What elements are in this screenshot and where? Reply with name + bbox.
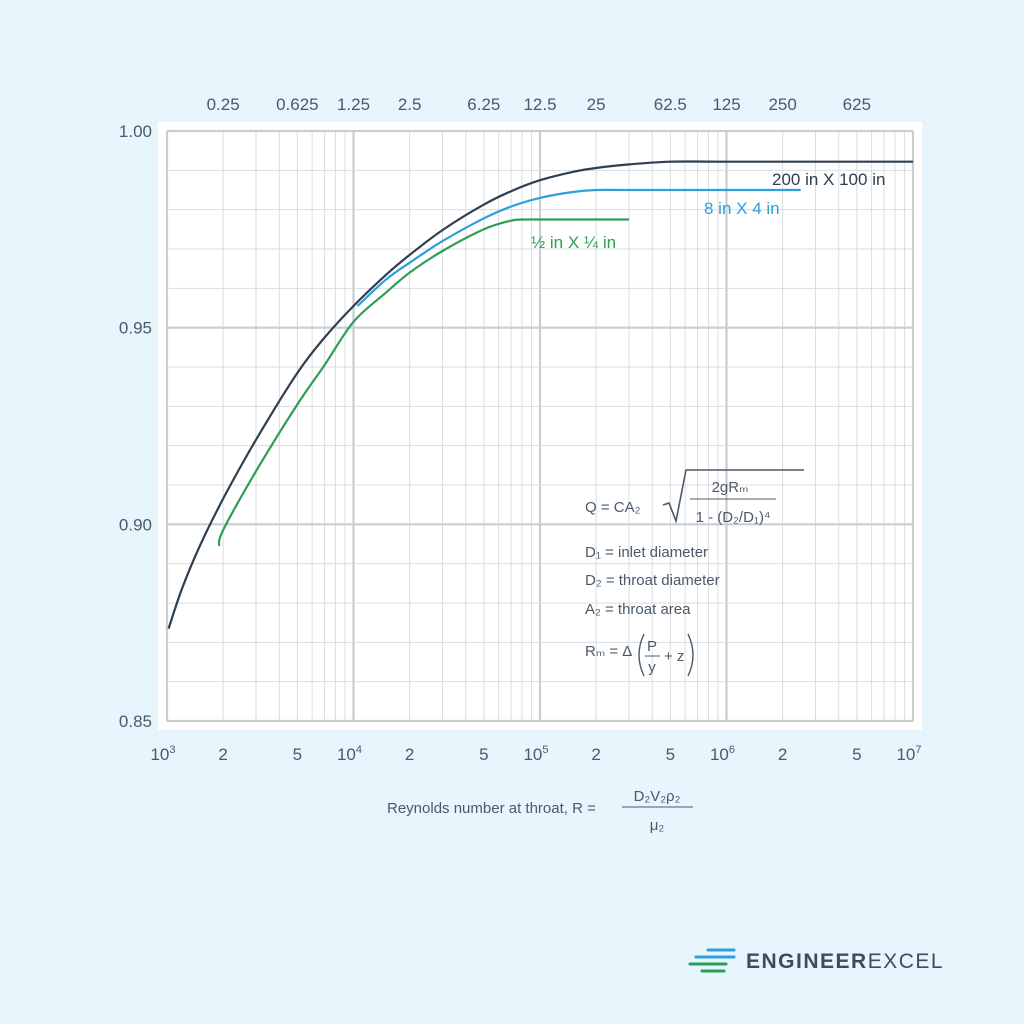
x-tick-label-8: 5 xyxy=(666,745,675,764)
x-tick-label-7: 2 xyxy=(591,745,600,764)
series-label-8in: 8 in X 4 in xyxy=(704,199,780,218)
x-tick-label-3: 104 xyxy=(337,744,362,764)
equation-block: Q = CA₂ 2gRₘ 1 - (D₂/D₁)⁴ D₁ = inlet dia… xyxy=(585,469,804,677)
eq-rm-left-paren xyxy=(638,633,645,677)
x-axis-label-numerator: D₂V₂ρ₂ xyxy=(634,788,681,805)
eq-q-numerator: 2gRₘ xyxy=(712,479,749,496)
eq-rm-right-paren xyxy=(687,633,694,677)
logo-lines-icon xyxy=(688,948,736,973)
y-tick-label-2: 0.90 xyxy=(119,515,152,534)
x-axis-label-text: Reynolds number at throat, R = xyxy=(387,800,596,817)
top-tick-label-10: 625 xyxy=(843,95,871,114)
x-tick-label-12: 107 xyxy=(896,744,921,764)
x-tick-label-0: 103 xyxy=(150,744,175,764)
eq-d1: D₁ = inlet diameter xyxy=(585,544,708,561)
top-tick-label-0: 0.25 xyxy=(207,95,240,114)
top-tick-label-6: 25 xyxy=(587,95,606,114)
x-tick-labels: 103 2 5 104 2 5 105 2 5 106 2 5 107 xyxy=(150,744,921,764)
x-tick-label-9: 106 xyxy=(710,744,735,764)
top-tick-labels: 0.25 0.625 1.25 2.5 6.25 12.5 25 62.5 125 250 625 xyxy=(207,95,871,114)
top-tick-label-8: 125 xyxy=(712,95,740,114)
eq-q: Q = CA₂ xyxy=(585,499,641,516)
eq-q-denominator: 1 - (D₂/D₁)⁴ xyxy=(696,509,771,526)
x-axis-label-denominator: μ₂ xyxy=(650,817,665,834)
series-line-1 xyxy=(356,188,801,307)
sqrt-symbol xyxy=(662,469,804,524)
y-tick-label-3: 0.85 xyxy=(119,712,152,731)
top-tick-label-4: 6.25 xyxy=(467,95,500,114)
x-tick-label-6: 105 xyxy=(523,744,548,764)
x-tick-label-5: 5 xyxy=(479,745,488,764)
eq-d2: D₂ = throat diameter xyxy=(585,572,720,589)
x-tick-label-4: 2 xyxy=(405,745,414,764)
series-label-half-in: ½ in X ¼ in xyxy=(531,233,616,252)
eq-rm-tail: + z xyxy=(664,648,684,665)
series-line-0 xyxy=(167,160,913,629)
top-tick-label-9: 250 xyxy=(768,95,796,114)
logo-text-bold: ENGINEER xyxy=(746,950,868,973)
y-tick-label-1: 0.95 xyxy=(119,319,152,338)
eq-rm-denominator: y xyxy=(648,659,656,676)
y-tick-label-0: 1.00 xyxy=(119,122,152,141)
series-lines xyxy=(167,160,913,629)
top-tick-label-1: 0.625 xyxy=(276,95,319,114)
x-tick-label-11: 5 xyxy=(852,745,861,764)
series-line-2 xyxy=(217,218,629,547)
logo-text-regular: EXCEL xyxy=(867,950,945,973)
eq-rm-numerator: P xyxy=(647,638,657,655)
top-tick-label-3: 2.5 xyxy=(398,95,422,114)
top-tick-label-5: 12.5 xyxy=(523,95,556,114)
y-tick-labels: 1.00 0.95 0.90 0.85 xyxy=(119,122,152,731)
top-tick-label-2: 1.25 xyxy=(337,95,370,114)
eq-rm: Rₘ = Δ xyxy=(585,643,632,660)
x-tick-label-1: 2 xyxy=(218,745,227,764)
x-tick-label-2: 5 xyxy=(293,745,302,764)
grid xyxy=(165,129,915,723)
x-axis-label: Reynolds number at throat, R = D₂V₂ρ₂ μ₂ xyxy=(387,788,693,834)
logo-text: ENGINEEREXCEL xyxy=(746,950,944,974)
engineerexcel-logo: ENGINEEREXCEL xyxy=(688,944,944,980)
eq-a2: A₂ = throat area xyxy=(585,601,691,618)
series-label-200in: 200 in X 100 in xyxy=(772,170,885,189)
x-tick-label-10: 2 xyxy=(778,745,787,764)
top-tick-label-7: 62.5 xyxy=(654,95,687,114)
